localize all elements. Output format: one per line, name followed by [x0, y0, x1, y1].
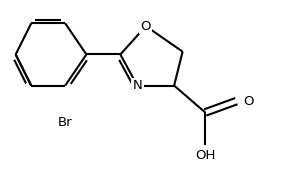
- Text: Br: Br: [58, 116, 72, 129]
- Text: N: N: [132, 79, 142, 92]
- Text: O: O: [141, 20, 151, 33]
- Text: OH: OH: [195, 149, 215, 162]
- Text: O: O: [243, 95, 254, 108]
